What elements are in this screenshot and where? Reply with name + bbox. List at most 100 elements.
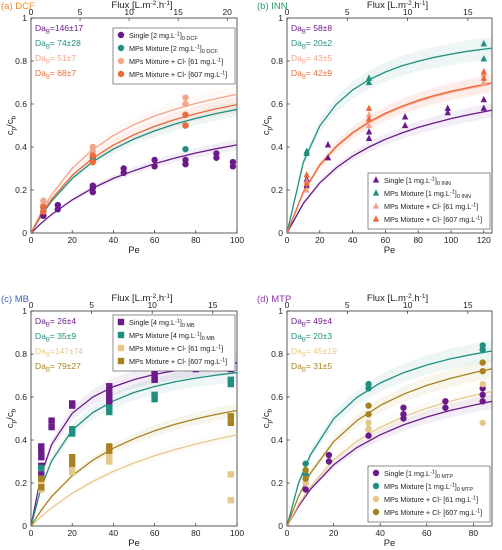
subscript: B — [302, 338, 306, 344]
da-annotation: DaB= 49±4 — [291, 316, 332, 329]
legend-box — [112, 27, 236, 85]
data-point-series-2 — [69, 426, 76, 433]
da-annotation: DaB= 31±5 — [291, 361, 332, 374]
superscript: -2 — [406, 293, 412, 300]
data-point-series-1 — [120, 165, 127, 172]
label-part: Flux [L.m — [367, 293, 406, 304]
data-point-series-1 — [442, 404, 449, 411]
data-point-series-3 — [69, 469, 76, 476]
superscript: -1 — [164, 293, 170, 300]
data-point-series-1 — [442, 398, 449, 405]
x-tick-label: 80 — [413, 235, 423, 245]
top-axis-label: Flux [L.m-2.h-1] — [367, 293, 428, 304]
subscript: p — [11, 126, 18, 130]
data-point-series-3 — [480, 78, 487, 86]
legend-entry: MPs Mixture + Cl- [607 mg.L-1] — [384, 215, 482, 224]
data-point-series-4 — [69, 454, 76, 461]
label-part: Flux [L.m — [367, 0, 406, 11]
subscript: 0 INN — [437, 181, 451, 187]
fit-curves — [31, 86, 237, 233]
da-prefix: Da — [35, 331, 46, 341]
da-prefix: Da — [35, 23, 46, 33]
data-point-series-2 — [480, 40, 487, 47]
fit-band — [287, 340, 492, 526]
legend-marker — [117, 357, 125, 365]
da-annotation: DaB= 35±9 — [35, 331, 76, 344]
x-axis-label: Pe — [384, 245, 396, 256]
top-tick-label: 5 — [78, 7, 83, 17]
data-point-series-4 — [365, 411, 372, 418]
y-tick-label: 0.6 — [15, 99, 27, 109]
label-part: /c — [261, 119, 272, 127]
data-point-series-1 — [69, 400, 76, 407]
data-point-series-3 — [182, 94, 189, 101]
data-point-series-1 — [151, 163, 158, 170]
data-point-series-1 — [480, 104, 487, 111]
top-tick-label: 20 — [222, 7, 232, 17]
data-point-series-3 — [106, 454, 113, 461]
legend-marker — [372, 189, 380, 196]
legend-entry: Single [1 mg.L-1]0 INN — [384, 176, 451, 187]
data-point-series-1 — [54, 201, 61, 209]
subscript: B — [302, 368, 306, 374]
data-point-series-2 — [479, 342, 486, 349]
label-part: c — [5, 130, 16, 135]
legend-marker — [117, 31, 125, 39]
data-point-series-4 — [365, 402, 372, 409]
data-point-series-1 — [151, 374, 158, 381]
label-part: Flux [L.m — [111, 293, 150, 304]
subscript: 0 INN — [457, 194, 471, 200]
da-value: =147±74 — [50, 346, 84, 356]
legend-marker — [117, 318, 125, 326]
x-tick-label: 0 — [285, 528, 290, 538]
subscript: p — [11, 419, 18, 423]
x-axis-label: Pe — [384, 538, 396, 549]
data-point-series-1 — [324, 153, 332, 161]
label-part: .h — [412, 293, 420, 304]
subscript: b — [11, 115, 18, 119]
data-point-series-4 — [227, 419, 235, 426]
legend-marker — [117, 344, 125, 352]
label-part: ] — [425, 293, 428, 304]
data-point-series-2 — [365, 380, 372, 388]
data-point-series-3 — [38, 479, 45, 487]
legend-entry: MPs Mixture + Cl- [61 mg.L-1] — [384, 495, 478, 504]
superscript: -1 — [220, 358, 225, 364]
data-point-series-2 — [365, 78, 373, 86]
data-point-series-1 — [229, 158, 237, 166]
legend-text: Single [2 mg.L — [129, 31, 175, 40]
subscript: B — [46, 60, 50, 66]
fit-band — [31, 96, 237, 233]
legend-entry: MPs Mixture [2 mg.L-1]0 DCF — [129, 44, 218, 55]
data-point-series-1 — [151, 156, 158, 164]
y-tick-label: 0.4 — [271, 142, 283, 152]
legend-box — [367, 465, 491, 523]
subscript: B — [302, 30, 306, 36]
da-annotation: DaB= 68±7 — [35, 68, 76, 81]
data-point-series-1 — [365, 128, 373, 135]
da-prefix: Da — [291, 331, 302, 341]
data-point-series-3 — [365, 110, 373, 118]
subscript: B — [46, 30, 50, 36]
y-tick-label: 1 — [22, 13, 27, 23]
x-tick-label: 60 — [381, 235, 391, 245]
legend-text: ] — [225, 357, 227, 366]
subscript: 0 DCF — [202, 49, 219, 55]
x-tick-label: 60 — [422, 528, 432, 538]
superscript: -1 — [220, 71, 225, 77]
legend-text: MPs Mixture + Cl- [607 mg.L — [384, 508, 475, 517]
legend-entry: MPs Mixture + Cl- [607 mg.L-1] — [384, 508, 482, 517]
superscript: -1 — [164, 0, 170, 7]
da-prefix: Da — [35, 346, 46, 356]
fit-band — [287, 359, 492, 526]
legend-text: MPs Mixture [4 mg.L — [129, 331, 195, 340]
legend-text: ] — [455, 482, 457, 491]
da-value: = 20±3 — [306, 331, 332, 341]
y-tick-label: 0.6 — [15, 392, 27, 402]
top-tick-label: 0 — [285, 300, 290, 310]
label-part: .h — [412, 0, 420, 11]
superscript: -2 — [150, 0, 156, 7]
